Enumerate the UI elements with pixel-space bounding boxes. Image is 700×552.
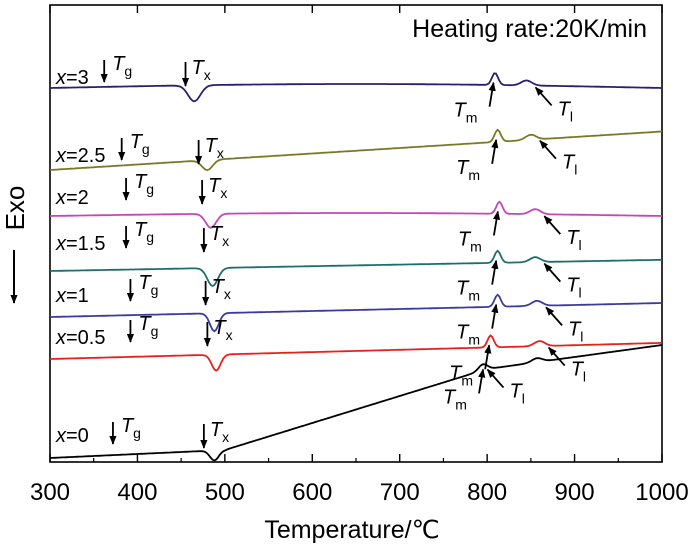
tl-label: Tl xyxy=(568,318,583,344)
x-tick-label: 400 xyxy=(117,479,157,506)
tm-label: Tm xyxy=(458,228,482,254)
series-label: x=0 xyxy=(55,425,89,447)
series-line xyxy=(50,293,662,333)
series-line xyxy=(50,249,662,288)
tl-arrow xyxy=(545,306,563,326)
tm-arrow xyxy=(491,303,499,329)
tg-label: Tg xyxy=(138,272,158,298)
tl-arrow xyxy=(534,86,553,107)
tm-arrow xyxy=(492,210,501,236)
tx-label: Tx xyxy=(213,317,232,343)
tg-label: Tg xyxy=(121,415,141,441)
x-tick-label: 900 xyxy=(555,479,595,506)
tm-arrow xyxy=(484,344,492,370)
x-axis-title: Temperature/℃ xyxy=(264,516,439,544)
x-tick-label: 300 xyxy=(30,479,70,506)
tm-arrow xyxy=(488,81,496,107)
tm-arrow xyxy=(478,368,486,394)
tl-label: Tl xyxy=(566,275,581,301)
series-label: x=1 xyxy=(55,285,89,307)
tl-arrow xyxy=(548,346,566,367)
annotations: x=3 Tg Tx Tm Tl x=2.5 Tg Tx Tm Tl x=2 Tg Tx Tm Tl x=1.5… xyxy=(55,53,586,449)
x-tick-label: 1000 xyxy=(635,479,688,506)
series-line xyxy=(50,334,662,372)
tg-label: Tg xyxy=(138,313,158,339)
tx-label: Tx xyxy=(205,135,224,161)
tg-label: Tg xyxy=(130,131,150,157)
tl-arrow xyxy=(486,368,505,389)
series-line xyxy=(50,72,662,103)
series-line xyxy=(50,200,662,229)
x-tick-label: 500 xyxy=(205,479,245,506)
tg-label: Tg xyxy=(112,53,132,79)
tl-arrow xyxy=(543,262,562,283)
tx-label: Tx xyxy=(210,419,229,445)
tx-label: Tx xyxy=(212,276,231,302)
y-axis-title: Exo xyxy=(0,186,30,231)
tm-arrow xyxy=(491,259,499,285)
series-label: x=2 xyxy=(55,187,89,209)
tm-label: Tm xyxy=(449,362,473,388)
tl-label: Tl xyxy=(571,359,586,385)
series-label: x=2.5 xyxy=(55,145,105,167)
series-line xyxy=(49,128,663,172)
tl-label: Tl xyxy=(558,98,573,124)
tg-label: Tg xyxy=(134,171,154,197)
tx-label: Tx xyxy=(210,223,229,249)
series-label: x=0.5 xyxy=(55,327,105,349)
series-label: x=1.5 xyxy=(55,233,105,255)
tm-label: Tm xyxy=(454,100,478,126)
series-label: x=3 xyxy=(55,67,89,89)
tm-label: Tm xyxy=(456,278,480,304)
tl-arrow xyxy=(543,215,562,235)
tl-label: Tl xyxy=(562,152,577,178)
tl-label: Tl xyxy=(510,381,525,407)
tm-label: Tm xyxy=(456,157,480,183)
x-tick-label: 700 xyxy=(380,479,420,506)
tl-label: Tl xyxy=(566,227,581,253)
x-ticks: 300 400 500 600 700 800 900 1000 xyxy=(30,5,689,506)
tx-label: Tx xyxy=(208,175,227,201)
tm-label: Tm xyxy=(443,386,467,412)
tm-arrow xyxy=(491,138,499,164)
tg-label: Tg xyxy=(134,219,154,245)
tl-arrow xyxy=(539,140,557,160)
x-tick-label: 600 xyxy=(292,479,332,506)
chart-title: Heating rate:20K/min xyxy=(412,15,647,43)
tm-label: Tm xyxy=(456,322,480,348)
tx-label: Tx xyxy=(192,57,211,83)
x-tick-label: 800 xyxy=(467,479,507,506)
